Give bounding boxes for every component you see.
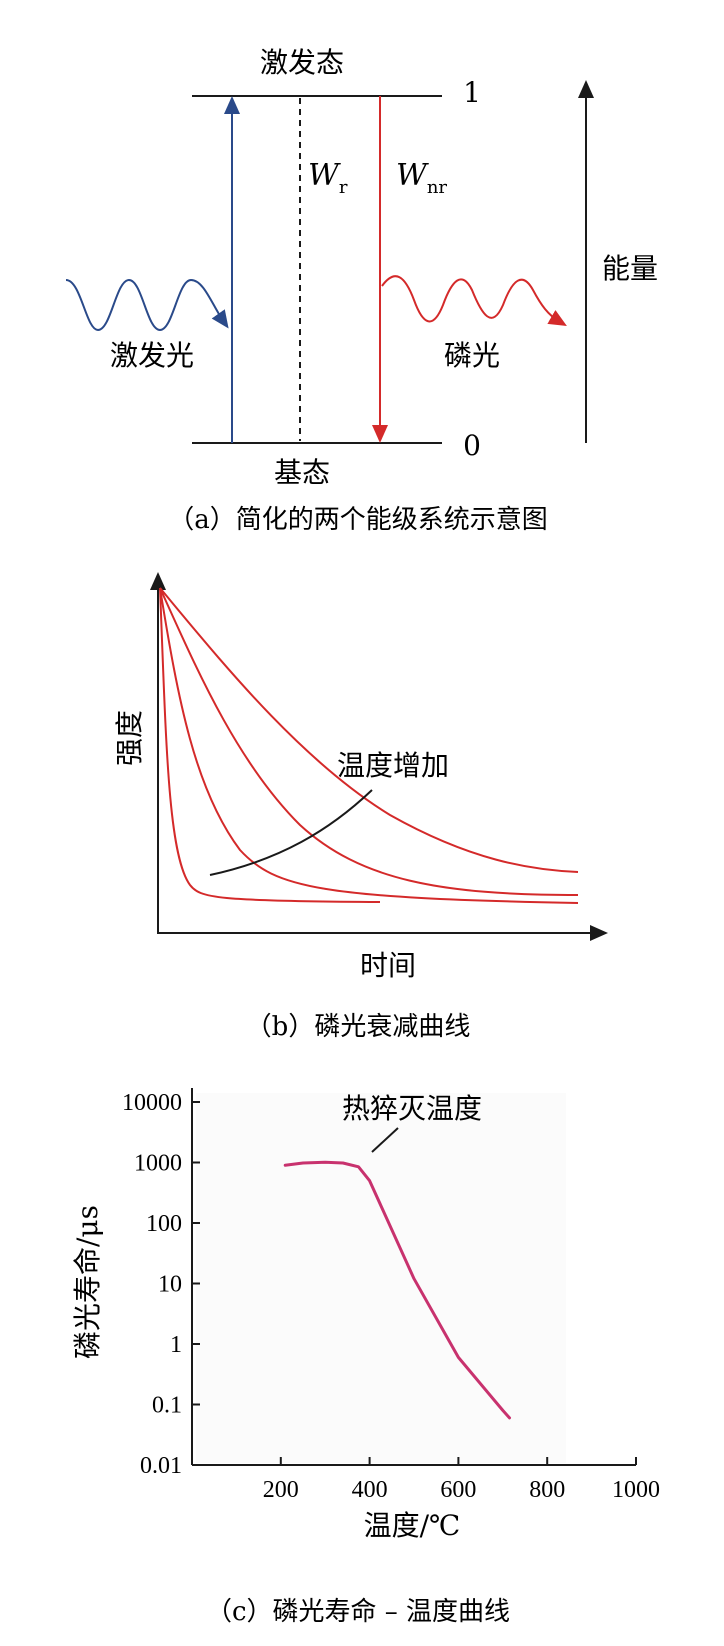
x-tick-label: 200 bbox=[263, 1477, 299, 1503]
decay-curve-2 bbox=[159, 587, 579, 904]
phosphorescence-label: 磷光 bbox=[444, 339, 500, 372]
y-tick-label: 1000 bbox=[134, 1151, 182, 1177]
curve-point bbox=[358, 1166, 359, 1168]
caption-c: （c）磷光寿命 – 温度曲线 bbox=[206, 1597, 510, 1627]
level-1-label: 1 bbox=[463, 76, 481, 109]
curve-point bbox=[502, 1409, 504, 1411]
decay-curves bbox=[159, 587, 579, 904]
curve-points bbox=[284, 1161, 510, 1419]
curve-point bbox=[342, 1162, 344, 1164]
x-tick-label: 1000 bbox=[612, 1477, 660, 1503]
curve-point bbox=[302, 1162, 304, 1164]
curve-point bbox=[369, 1180, 371, 1182]
level-0-label: 0 bbox=[463, 429, 481, 462]
chart-x-axis-label: 温度/℃ bbox=[364, 1509, 461, 1542]
y-tick-label: 100 bbox=[146, 1211, 182, 1237]
phosphorescence-wave bbox=[381, 275, 567, 327]
y-tick-label: 10 bbox=[158, 1272, 182, 1298]
wnr-label: Wnr bbox=[396, 158, 447, 198]
y-axis-label: 强度 bbox=[113, 710, 146, 766]
decay-curve-4 bbox=[159, 587, 579, 873]
curve-point bbox=[324, 1161, 326, 1163]
y-tick-label: 1 bbox=[170, 1332, 182, 1358]
curve-point bbox=[284, 1164, 286, 1166]
y-tick-label: 10000 bbox=[122, 1090, 182, 1116]
panel-b-decay-curves: 强度 时间 温度增加 （b）磷光衰减曲线 bbox=[113, 572, 608, 1042]
decay-curve-1 bbox=[159, 587, 381, 903]
curve-point bbox=[457, 1356, 459, 1358]
lifetime-curve bbox=[283, 1160, 511, 1420]
x-tick-label: 800 bbox=[529, 1477, 565, 1503]
quench-temperature-label: 热猝灭温度 bbox=[342, 1092, 482, 1125]
decay-curve-3 bbox=[159, 587, 579, 896]
ground-state-label: 基态 bbox=[274, 456, 330, 489]
y-tick-label: 0.01 bbox=[140, 1453, 182, 1479]
caption-a: （a）简化的两个能级系统示意图 bbox=[168, 505, 548, 535]
chart-y-axis-label: 磷光寿命/μs bbox=[71, 1205, 104, 1359]
wr-label: Wr bbox=[308, 158, 348, 198]
energy-label: 能量 bbox=[602, 252, 658, 285]
temperature-increase-arrow-line bbox=[209, 789, 373, 876]
caption-b: （b）磷光衰减曲线 bbox=[246, 1012, 471, 1042]
curve-point bbox=[413, 1278, 415, 1280]
temperature-increase-label: 温度增加 bbox=[337, 749, 449, 782]
x-ticks: 200 400 600 800 1000 bbox=[263, 1457, 660, 1503]
x-tick-label: 400 bbox=[352, 1477, 388, 1503]
panel-a-energy-diagram: 激发态 1 0 基态 Wr Wnr 激发光 磷光 能量 （a）简化的两个能级系统… bbox=[65, 46, 658, 535]
curve-point bbox=[508, 1417, 510, 1419]
quench-annotation-line bbox=[371, 1127, 399, 1153]
y-ticks: 10000 1000 100 10 1 0.1 0.01 bbox=[122, 1090, 200, 1479]
excitation-light-label: 激发光 bbox=[110, 339, 194, 372]
x-tick-label: 600 bbox=[440, 1477, 476, 1503]
y-tick-label: 0.1 bbox=[152, 1393, 182, 1419]
plot-background bbox=[196, 1093, 566, 1463]
excitation-wave bbox=[65, 278, 229, 332]
x-axis-label: 时间 bbox=[360, 949, 416, 982]
excited-state-label: 激发态 bbox=[260, 46, 344, 79]
